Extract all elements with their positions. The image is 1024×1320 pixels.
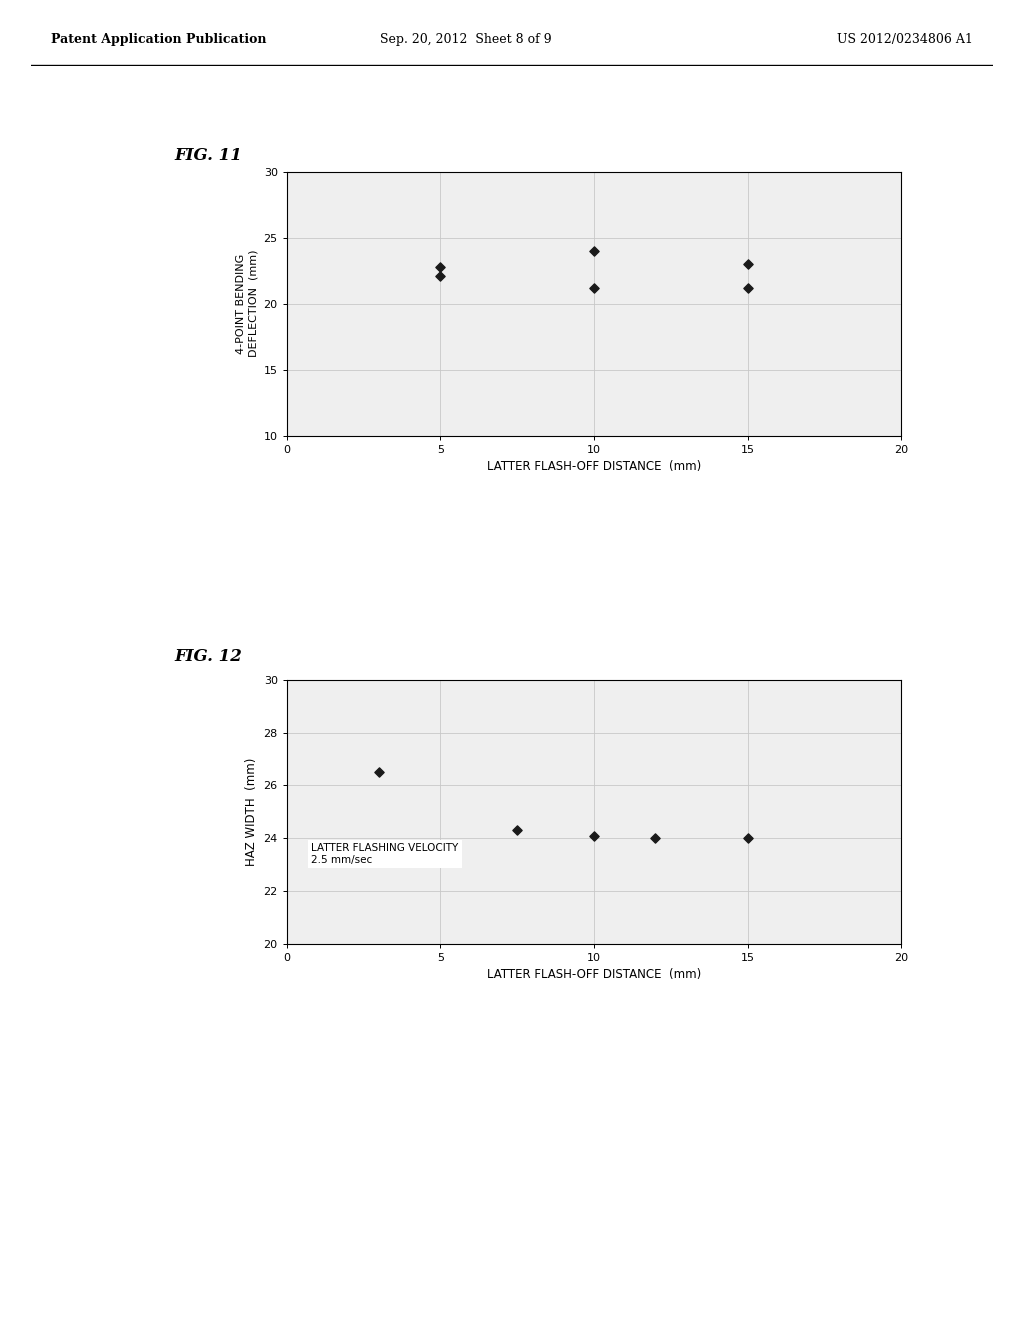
Point [432, 265, 449, 286]
Point [509, 820, 525, 841]
Y-axis label: HAZ WIDTH  (mm): HAZ WIDTH (mm) [245, 758, 258, 866]
X-axis label: LATTER FLASH-OFF DISTANCE  (mm): LATTER FLASH-OFF DISTANCE (mm) [486, 461, 701, 473]
Point [586, 240, 602, 261]
Text: FIG. 11: FIG. 11 [174, 147, 242, 164]
Text: Patent Application Publication: Patent Application Publication [51, 33, 266, 46]
Text: LATTER FLASHING VELOCITY
2.5 mm/sec: LATTER FLASHING VELOCITY 2.5 mm/sec [311, 843, 459, 865]
Point [371, 762, 387, 783]
Point [586, 825, 602, 846]
Y-axis label: 4-POINT BENDING
DEFLECTION  (mm): 4-POINT BENDING DEFLECTION (mm) [237, 249, 258, 358]
Text: US 2012/0234806 A1: US 2012/0234806 A1 [837, 33, 973, 46]
X-axis label: LATTER FLASH-OFF DISTANCE  (mm): LATTER FLASH-OFF DISTANCE (mm) [486, 969, 701, 981]
Text: FIG. 12: FIG. 12 [174, 648, 242, 665]
Text: Sep. 20, 2012  Sheet 8 of 9: Sep. 20, 2012 Sheet 8 of 9 [380, 33, 552, 46]
Point [739, 828, 756, 849]
Point [432, 256, 449, 277]
Point [647, 828, 664, 849]
Point [739, 253, 756, 275]
Point [739, 277, 756, 298]
Point [586, 277, 602, 298]
